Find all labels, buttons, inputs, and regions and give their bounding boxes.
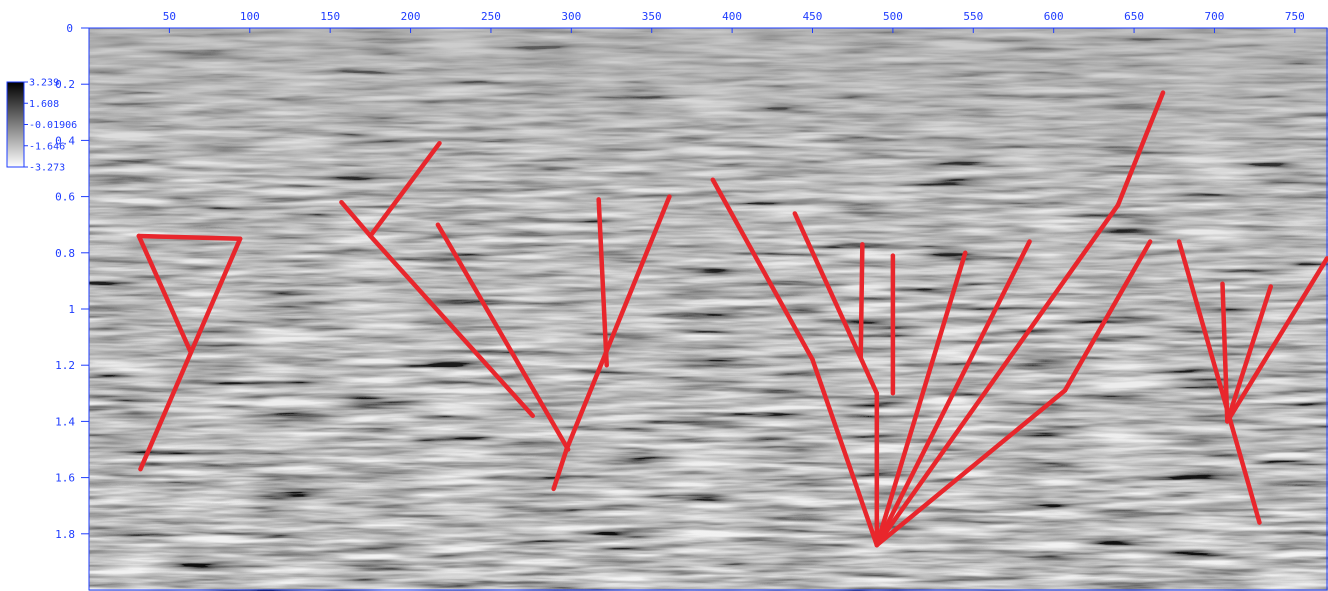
- fault-line: [138, 236, 243, 472]
- x-tick-label: 250: [481, 10, 501, 23]
- y-tick-label: 0.4: [55, 134, 75, 147]
- x-tick-label: 150: [320, 10, 340, 23]
- colorbar-label: -0.01906: [29, 120, 77, 131]
- fault-line: [1225, 284, 1273, 424]
- fault-line: [874, 250, 968, 548]
- x-tick-label: 700: [1205, 10, 1225, 23]
- x-tick-label: 50: [163, 10, 176, 23]
- colorbar-label: 3.239: [29, 78, 59, 89]
- fault-line: [1225, 256, 1328, 424]
- fault-line: [710, 177, 815, 362]
- colorbar-label: -1.646: [29, 141, 65, 152]
- x-tick-label: 650: [1124, 10, 1144, 23]
- fault-line: [858, 242, 865, 360]
- seismic-image: [89, 28, 1328, 591]
- x-tick-label: 300: [561, 10, 581, 23]
- x-tick-label: 550: [963, 10, 983, 23]
- fault-line: [1176, 239, 1262, 525]
- fault-line: [1115, 90, 1166, 208]
- fault-line: [368, 233, 536, 419]
- fault-line: [435, 222, 571, 452]
- x-tick-label: 600: [1044, 10, 1064, 23]
- fault-line: [564, 194, 672, 452]
- y-tick-label: 1.6: [55, 472, 75, 485]
- x-tick-label: 750: [1285, 10, 1305, 23]
- x-tick-label: 400: [722, 10, 742, 23]
- fault-line: [551, 447, 569, 492]
- y-tick-label: 1.4: [55, 415, 75, 428]
- fault-line: [368, 140, 442, 239]
- x-tick-label: 100: [240, 10, 260, 23]
- x-axis: 50 100 150 200 250 300 350 400 450 500 550 600 650 70…: [163, 10, 1305, 33]
- fault-line: [1062, 323, 1105, 393]
- fault-line: [792, 211, 880, 396]
- fault-line: [136, 233, 243, 241]
- fault-line: [1220, 281, 1230, 424]
- y-axis-origin-label: 0: [66, 22, 73, 35]
- x-tick-label: 500: [883, 10, 903, 23]
- y-tick-label: 1.8: [55, 528, 75, 541]
- y-tick-label: 1.2: [55, 359, 75, 372]
- y-tick-label: 0.2: [55, 78, 75, 91]
- fault-line: [874, 239, 1032, 548]
- y-tick-label: 1: [68, 303, 75, 316]
- y-axis: 0 0.2 0.4 0.6 0.8 1 1.2 1.4 1.6 1.8: [55, 22, 89, 541]
- fault-interpretation-overlay: [136, 90, 1328, 548]
- y-tick-label: 0.6: [55, 191, 75, 204]
- fault-line: [810, 357, 880, 548]
- fault-line: [596, 197, 609, 368]
- fault-line: [1099, 239, 1153, 329]
- colorbar-gradient: [6, 81, 25, 168]
- x-tick-label: 350: [642, 10, 662, 23]
- y-tick-label: 0.8: [55, 247, 75, 260]
- fault-line: [339, 199, 373, 239]
- colorbar: 3.239 1.608 -0.01906 -1.646 -3.273: [6, 78, 77, 174]
- colorbar-label: -3.273: [29, 163, 65, 174]
- fault-line: [874, 388, 1068, 548]
- x-tick-label: 450: [803, 10, 823, 23]
- fault-line: [136, 233, 193, 354]
- fault-line: [874, 202, 1121, 548]
- x-tick-label: 200: [401, 10, 421, 23]
- colorbar-label: 1.608: [29, 99, 59, 110]
